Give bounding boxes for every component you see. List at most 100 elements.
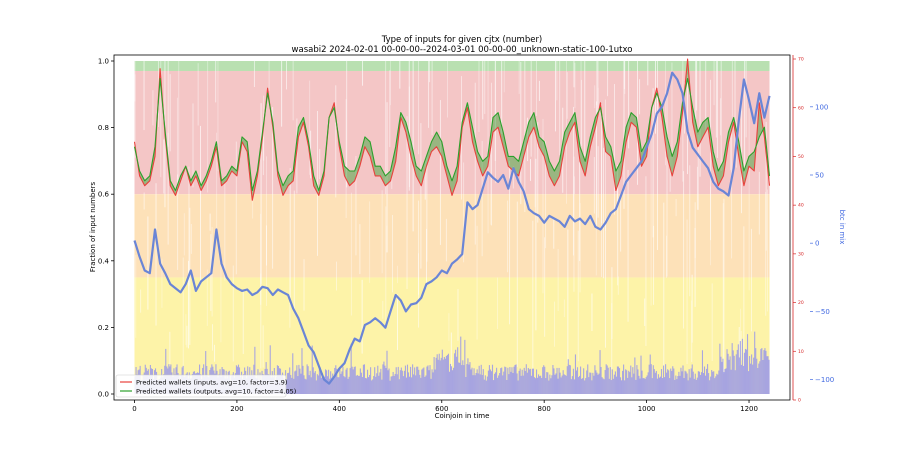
input-bar xyxy=(755,348,757,394)
input-bar xyxy=(482,369,484,394)
area-texture-streak xyxy=(289,167,291,304)
area-texture-streak xyxy=(723,198,725,374)
blue-axis-tick-label: 50 xyxy=(815,172,824,180)
area-texture-streak xyxy=(666,94,668,277)
legend-box xyxy=(115,374,287,398)
area-texture-streak xyxy=(597,146,599,218)
area-texture-streak xyxy=(176,97,178,187)
input-bar xyxy=(509,367,511,394)
input-bar xyxy=(287,373,289,394)
input-bar xyxy=(767,356,769,394)
area-texture-streak xyxy=(644,298,646,327)
red-axis-tick-label: 60 xyxy=(798,105,804,111)
input-bar xyxy=(633,373,635,394)
area-texture-streak xyxy=(169,74,171,152)
input-bar xyxy=(368,377,370,394)
area-texture-streak xyxy=(361,279,363,354)
input-bar xyxy=(754,331,756,394)
input-bar xyxy=(457,347,459,394)
input-bar xyxy=(643,377,645,394)
input-bar xyxy=(462,360,464,394)
input-bar xyxy=(447,353,450,394)
area-texture-streak xyxy=(260,103,262,284)
input-bar xyxy=(723,372,725,394)
area-texture-streak xyxy=(562,107,564,193)
input-bar xyxy=(555,373,557,394)
input-bar xyxy=(438,353,440,394)
area-texture-streak xyxy=(555,61,556,132)
input-bar xyxy=(744,348,747,394)
input-bar xyxy=(614,371,616,394)
input-bar xyxy=(293,378,295,394)
input-bar xyxy=(765,350,767,394)
input-bar xyxy=(403,370,405,394)
area-texture-streak xyxy=(495,61,496,184)
area-texture-streak xyxy=(481,140,483,257)
input-bar xyxy=(561,375,563,394)
input-bar xyxy=(751,354,753,394)
input-bar xyxy=(600,366,602,394)
input-bar xyxy=(752,364,754,394)
input-bar xyxy=(728,359,730,394)
input-bar xyxy=(682,365,684,394)
input-bar xyxy=(679,375,681,394)
area-texture-streak xyxy=(613,84,615,215)
area-texture-streak xyxy=(604,219,606,348)
x-tick-label: 1000 xyxy=(638,405,656,413)
input-bar xyxy=(712,371,714,394)
area-texture-streak xyxy=(484,61,486,114)
input-bar xyxy=(681,371,683,394)
area-texture-streak xyxy=(536,61,537,116)
input-bar xyxy=(603,379,605,394)
area-texture-streak xyxy=(134,61,136,102)
input-bar xyxy=(417,366,419,394)
input-bar xyxy=(756,358,758,394)
area-texture-streak xyxy=(190,223,192,254)
input-bar xyxy=(662,365,665,394)
input-bar xyxy=(731,343,733,394)
input-bar xyxy=(269,345,271,394)
input-bar xyxy=(566,366,568,394)
area-texture-streak xyxy=(696,166,698,210)
input-bar xyxy=(295,370,297,394)
area-texture-streak xyxy=(490,138,492,225)
area-texture-streak xyxy=(389,70,391,148)
area-texture-streak xyxy=(738,326,740,366)
input-bar xyxy=(307,366,309,394)
input-bar xyxy=(349,368,351,394)
area-texture-streak xyxy=(686,219,688,365)
input-bar xyxy=(684,370,686,394)
input-bar xyxy=(685,371,687,394)
input-bar xyxy=(491,364,494,394)
input-bar xyxy=(375,376,377,394)
area-texture-streak xyxy=(594,85,596,109)
input-bar xyxy=(621,380,623,394)
input-bar xyxy=(331,377,333,394)
input-bar xyxy=(645,377,647,394)
area-texture-streak xyxy=(420,123,422,269)
input-bar xyxy=(598,373,600,394)
area-texture-streak xyxy=(720,61,722,172)
area-texture-streak xyxy=(382,300,384,319)
input-bar xyxy=(574,354,577,394)
area-texture-streak xyxy=(695,61,697,120)
input-bar xyxy=(725,368,727,394)
area-texture-streak xyxy=(535,158,537,331)
y-tick-label: 0.6 xyxy=(98,191,110,199)
input-bar xyxy=(635,379,637,394)
input-bar xyxy=(523,367,525,394)
x-tick-label: 1200 xyxy=(740,405,758,413)
input-bar xyxy=(739,341,741,394)
input-bar xyxy=(475,372,477,394)
input-bar xyxy=(483,379,485,394)
input-bar xyxy=(374,367,376,394)
input-bar xyxy=(529,368,531,394)
input-bar xyxy=(334,367,336,394)
input-bar xyxy=(597,374,599,394)
area-texture-streak xyxy=(369,201,371,283)
input-bar xyxy=(327,376,329,394)
input-bar xyxy=(362,364,364,394)
area-texture-streak xyxy=(319,148,321,180)
input-bar xyxy=(570,379,572,394)
input-bar xyxy=(656,378,658,394)
